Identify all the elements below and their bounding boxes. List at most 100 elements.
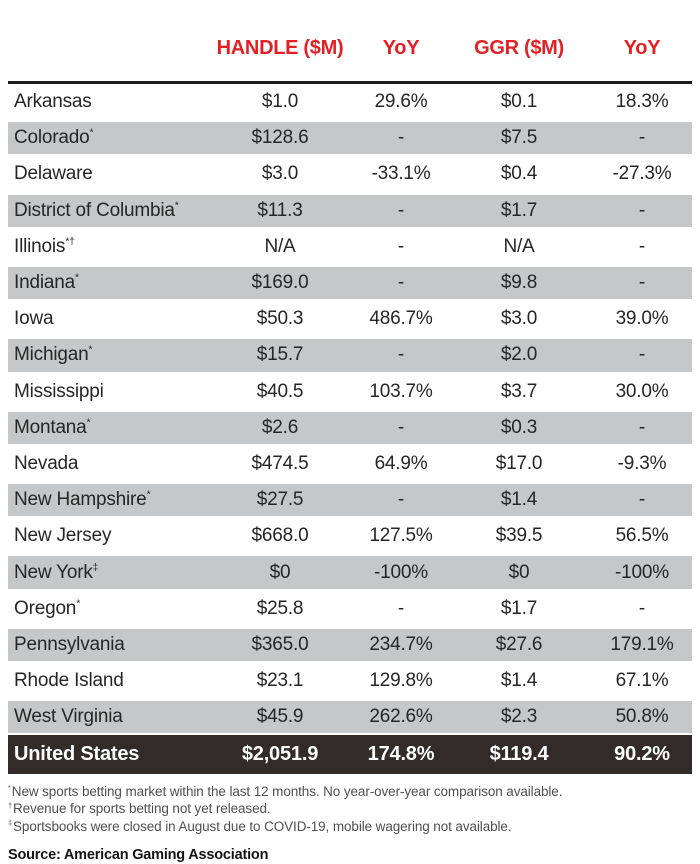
column-header-ggr-yoy: YoY bbox=[623, 37, 661, 59]
header-divider bbox=[8, 81, 692, 84]
ggr-yoy-value: - bbox=[638, 416, 646, 438]
handle-value: N/A bbox=[264, 235, 296, 257]
handle-yoy-value: -33.1% bbox=[371, 163, 431, 185]
handle-value: $11.3 bbox=[257, 199, 303, 221]
footnotes: *New sports betting market within the la… bbox=[8, 783, 692, 836]
state-name: West Virginia bbox=[14, 706, 123, 728]
footnote-marker: *† bbox=[65, 236, 75, 248]
table-row: Arkansas $1.0 29.6% $0.1 18.3% bbox=[8, 84, 692, 120]
ggr-yoy-value: - bbox=[638, 199, 646, 221]
state-name: Indiana* bbox=[14, 272, 79, 294]
ggr-yoy-value: 50.8% bbox=[615, 706, 669, 728]
handle-yoy-value: 129.8% bbox=[369, 670, 433, 692]
footnote-marker: ‡ bbox=[92, 562, 99, 574]
table-header: HANDLE ($M) YoY GGR ($M) YoY bbox=[8, 36, 692, 81]
handle-yoy-value: 103.7% bbox=[369, 380, 433, 402]
handle-value: $2.6 bbox=[261, 416, 299, 438]
state-name: Nevada bbox=[14, 452, 79, 474]
handle-value: $27.5 bbox=[256, 489, 304, 511]
handle-value: $668.0 bbox=[251, 525, 309, 547]
handle-yoy-value: 127.5% bbox=[369, 525, 433, 547]
ggr-value: $1.7 bbox=[500, 597, 538, 619]
ggr-value: $7.5 bbox=[500, 127, 538, 149]
table-row: Oregon* $25.8 - $1.7 - bbox=[8, 591, 692, 627]
handle-value: $365.0 bbox=[251, 633, 309, 655]
footnote-line: †Revenue for sports betting not yet rele… bbox=[8, 800, 692, 818]
footnote-marker: * bbox=[89, 127, 94, 139]
ggr-value: $3.7 bbox=[500, 380, 538, 402]
ggr-value: $0.1 bbox=[500, 91, 538, 113]
table-row: Delaware $3.0 -33.1% $0.4 -27.3% bbox=[8, 156, 692, 192]
handle-value: $0 bbox=[269, 561, 291, 583]
total-ggr-yoy-value: 90.2% bbox=[614, 743, 670, 766]
ggr-yoy-value: - bbox=[638, 489, 646, 511]
total-ggr-value: $119.4 bbox=[489, 743, 549, 766]
footnote-marker: * bbox=[88, 345, 93, 357]
total-row: United States $2,051.9 174.8% $119.4 90.… bbox=[8, 735, 692, 774]
state-name: Colorado* bbox=[14, 127, 94, 149]
state-name: Illinois*† bbox=[14, 235, 75, 257]
table-row: Pennsylvania $365.0 234.7% $27.6 179.1% bbox=[8, 626, 692, 663]
state-name: Michigan* bbox=[14, 344, 93, 366]
total-handle-yoy-value: 174.8% bbox=[367, 743, 435, 766]
ggr-value: $9.8 bbox=[500, 272, 538, 294]
state-name: District of Columbia* bbox=[14, 199, 179, 221]
table-row: Illinois*† N/A - N/A - bbox=[8, 229, 692, 265]
table-row: Nevada $474.5 64.9% $17.0 -9.3% bbox=[8, 446, 692, 482]
handle-yoy-value: -100% bbox=[374, 561, 428, 583]
handle-yoy-value: - bbox=[397, 344, 405, 366]
handle-value: $25.8 bbox=[256, 597, 304, 619]
handle-yoy-value: 64.9% bbox=[374, 452, 428, 474]
handle-value: $23.1 bbox=[256, 670, 304, 692]
ggr-value: $17.0 bbox=[495, 452, 543, 474]
ggr-yoy-value: 67.1% bbox=[615, 670, 669, 692]
total-handle-value: $2,051.9 bbox=[241, 743, 319, 766]
table-row: Michigan* $15.7 - $2.0 - bbox=[8, 337, 692, 374]
ggr-yoy-value: -9.3% bbox=[617, 452, 667, 474]
handle-value: $3.0 bbox=[261, 163, 299, 185]
table-row: Iowa $50.3 486.7% $3.0 39.0% bbox=[8, 301, 692, 337]
column-header-handle-yoy: YoY bbox=[382, 37, 420, 59]
handle-value: $474.5 bbox=[251, 452, 309, 474]
state-name: Oregon* bbox=[14, 597, 81, 619]
ggr-yoy-value: -27.3% bbox=[612, 163, 672, 185]
footnote-marker: * bbox=[86, 417, 91, 429]
source-line: Source: American Gaming Association bbox=[8, 847, 269, 864]
handle-yoy-value: - bbox=[397, 272, 405, 294]
table-row: Mississippi $40.5 103.7% $3.7 30.0% bbox=[8, 374, 692, 410]
ggr-yoy-value: -100% bbox=[615, 561, 669, 583]
ggr-value: $39.5 bbox=[495, 525, 543, 547]
handle-value: $50.3 bbox=[256, 308, 304, 330]
ggr-yoy-value: 30.0% bbox=[615, 380, 669, 402]
handle-value: $40.5 bbox=[256, 380, 304, 402]
handle-yoy-value: - bbox=[397, 597, 405, 619]
ggr-yoy-value: 179.1% bbox=[610, 633, 674, 655]
state-name: Delaware bbox=[14, 163, 93, 185]
handle-yoy-value: - bbox=[397, 489, 405, 511]
handle-yoy-value: - bbox=[397, 199, 405, 221]
handle-yoy-value: 262.6% bbox=[369, 706, 433, 728]
ggr-value: $1.7 bbox=[500, 199, 538, 221]
handle-yoy-value: 486.7% bbox=[369, 308, 433, 330]
footnote-line: ‡Sportsbooks were closed in August due t… bbox=[8, 818, 692, 836]
handle-yoy-value: - bbox=[397, 416, 405, 438]
state-name: New Jersey bbox=[14, 525, 112, 547]
table-row: West Virginia $45.9 262.6% $2.3 50.8% bbox=[8, 699, 692, 736]
handle-yoy-value: 29.6% bbox=[374, 91, 428, 113]
ggr-yoy-value: 39.0% bbox=[615, 308, 669, 330]
ggr-value: N/A bbox=[503, 235, 535, 257]
ggr-yoy-value: - bbox=[638, 344, 646, 366]
table-row: Colorado* $128.6 - $7.5 - bbox=[8, 120, 692, 157]
footnote-text: Sportsbooks were closed in August due to… bbox=[13, 818, 512, 834]
handle-yoy-value: 234.7% bbox=[369, 633, 433, 655]
ggr-yoy-value: - bbox=[638, 597, 646, 619]
table-row: District of Columbia* $11.3 - $1.7 - bbox=[8, 192, 692, 229]
footnote-text: Revenue for sports betting not yet relea… bbox=[13, 801, 271, 817]
state-name: Iowa bbox=[14, 308, 54, 330]
ggr-value: $3.0 bbox=[500, 308, 538, 330]
state-name: Pennsylvania bbox=[14, 633, 125, 655]
table-body: Arkansas $1.0 29.6% $0.1 18.3% Colorado* $128.… bbox=[8, 84, 692, 736]
table-row: Indiana* $169.0 - $9.8 - bbox=[8, 264, 692, 302]
handle-value: $45.9 bbox=[256, 706, 304, 728]
handle-value: $169.0 bbox=[251, 272, 309, 294]
